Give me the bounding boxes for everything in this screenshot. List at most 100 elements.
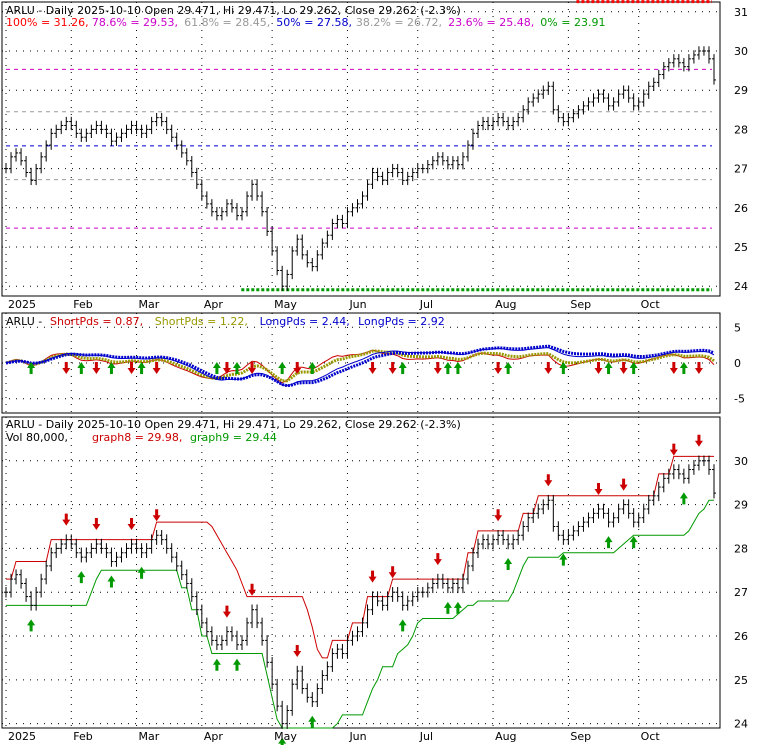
x-tick-label: May <box>274 298 297 311</box>
sell-arrow <box>222 605 231 618</box>
sell-arrow <box>368 570 377 583</box>
buy-arrow <box>27 619 36 632</box>
osc-legend-item: LongPds = 2.44, <box>260 315 350 328</box>
osc-sell-arrow <box>544 362 553 374</box>
osc-sell-arrow <box>92 362 101 374</box>
sell-arrow <box>62 513 71 526</box>
x-tick-label: Apr <box>204 730 224 743</box>
y-tick-label: 29 <box>734 84 748 97</box>
osc-sell-arrow <box>494 362 503 374</box>
buy-arrow <box>504 558 513 571</box>
osc-sell-arrow <box>694 362 703 374</box>
osc-sell-arrow <box>669 362 678 374</box>
buy-arrow <box>308 715 317 728</box>
sell-arrow <box>669 443 678 456</box>
buy-arrow <box>212 658 221 671</box>
osc-legend-ticker: ARLU - <box>6 315 42 328</box>
fib-legend-item: 50% = 27.58, <box>276 16 352 29</box>
osc-sell-arrow <box>127 362 136 374</box>
stops-panel-frame <box>1 416 721 729</box>
price-panel-header: ARLU - Daily 2025-10-10 Open 29.471, Hi … <box>6 4 461 17</box>
sell-arrow <box>127 518 136 531</box>
buy-arrow <box>398 619 407 632</box>
price-panel-frame <box>1 1 721 297</box>
y-tick-label: 28 <box>734 542 748 555</box>
fib-legend: 100% = 31.26, 78.6% = 29.53, 61.8% = 28.45… <box>6 16 605 29</box>
axis-ticks: 24 25 26 27 28 29 30 31 2025 Feb Mar Apr May Jun Jul Au… <box>8 6 748 743</box>
x-tick-label: 2025 <box>8 730 36 743</box>
fib-legend-item: 78.6% = 29.53, <box>92 16 178 29</box>
sell-arrow <box>248 583 257 596</box>
y-tick-label: 24 <box>734 280 748 293</box>
x-tick-label: Feb <box>73 730 92 743</box>
y-tick-label: 26 <box>734 202 748 215</box>
x-tick-label: Jun <box>348 730 366 743</box>
x-tick-label: Jul <box>419 730 433 743</box>
osc-buy-arrow <box>278 362 287 374</box>
buy-arrow <box>679 492 688 505</box>
buy-arrow <box>77 571 86 584</box>
y-tick-label: 30 <box>734 45 748 58</box>
graph8-legend: graph8 = 29.98, <box>92 431 182 444</box>
x-tick-label: Mar <box>139 730 160 743</box>
fib-legend-item: 23.6% = 25.48, <box>448 16 534 29</box>
osc-buy-arrow <box>443 362 452 374</box>
osc-sell-arrow <box>388 362 397 374</box>
osc-buy-arrow <box>232 362 241 374</box>
x-tick-label: May <box>274 730 297 743</box>
x-tick-label: Jul <box>419 298 433 311</box>
stop-lines <box>6 455 714 729</box>
sell-arrow <box>92 518 101 531</box>
osc-legend-item: ShortPds = 0.87, <box>50 315 143 328</box>
graph9-legend: graph9 = 29.44 <box>190 431 277 444</box>
osc-sell-arrow <box>594 362 603 374</box>
y-tick-label: 29 <box>734 499 748 512</box>
x-tick-label: Aug <box>495 298 516 311</box>
osc-buy-arrow <box>27 362 36 374</box>
osc-buy-arrow <box>629 362 638 374</box>
sell-arrow <box>293 645 302 658</box>
y-tick-label: -5 <box>734 393 745 406</box>
x-tick-label: Oct <box>641 298 661 311</box>
x-tick-label: Aug <box>495 730 516 743</box>
x-tick-label: Mar <box>139 298 160 311</box>
y-tick-label: 5 <box>734 321 741 334</box>
sell-arrow <box>152 509 161 522</box>
osc-buy-arrow <box>559 362 568 374</box>
osc-buy-arrow <box>77 362 86 374</box>
sell-arrow <box>494 509 503 522</box>
x-tick-label: Sep <box>570 730 591 743</box>
y-tick-label: 27 <box>734 586 748 599</box>
osc-sell-arrow <box>368 362 377 374</box>
fib-legend-item: 0% = 23.91 <box>540 16 605 29</box>
y-tick-label: 28 <box>734 123 748 136</box>
fib-legend-item: 61.8% = 28.45, <box>184 16 270 29</box>
y-tick-label: 0 <box>734 357 741 370</box>
graph9-line <box>6 499 714 729</box>
osc-sell-arrow <box>222 362 231 374</box>
osc-sell-arrow <box>248 362 257 374</box>
oscillator-lines <box>5 344 715 388</box>
buy-arrow <box>453 601 462 614</box>
x-tick-label: Jun <box>348 298 366 311</box>
y-tick-label: 25 <box>734 674 748 687</box>
osc-legend-item: LongPds = 2.92 <box>358 315 445 328</box>
osc-sell-arrow <box>293 362 302 374</box>
osc-sell-arrow <box>433 362 442 374</box>
osc-sell-arrow <box>152 362 161 374</box>
stops-legend: Vol 80,000, graph8 = 29.98, graph9 = 29.44 <box>6 431 277 444</box>
signal-arrows <box>27 362 703 745</box>
osc-buy-arrow <box>604 362 613 374</box>
x-tick-label: Oct <box>641 730 661 743</box>
osc-line-long-b <box>5 344 715 388</box>
osc-buy-arrow <box>398 362 407 374</box>
y-tick-label: 30 <box>734 455 748 468</box>
graph8-line <box>6 455 714 659</box>
sell-arrow <box>433 553 442 566</box>
sell-arrow <box>619 478 628 491</box>
osc-sell-arrow <box>62 362 71 374</box>
osc-buy-arrow <box>107 362 116 374</box>
oscillator-legend: ARLU - ShortPds = 0.87, ShortPds = 1.22, Lo… <box>6 315 445 328</box>
